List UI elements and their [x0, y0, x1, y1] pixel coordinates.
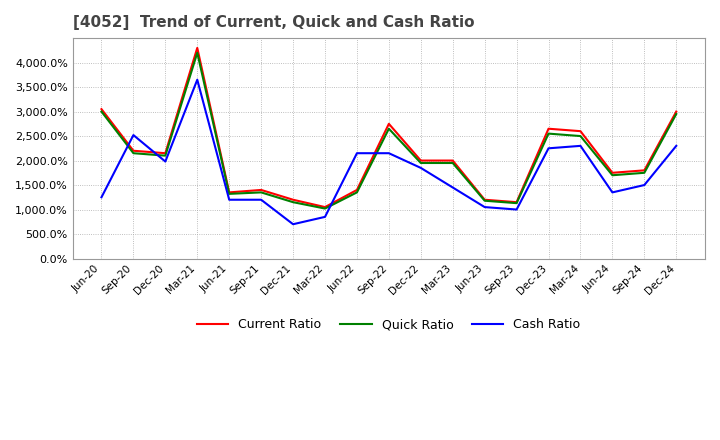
- Cash Ratio: [129, 132, 138, 138]
- Current Ratio: [97, 106, 106, 112]
- Cash Ratio: [225, 197, 233, 202]
- Current Ratio: [129, 148, 138, 154]
- Cash Ratio: [544, 146, 553, 151]
- Cash Ratio: [289, 222, 297, 227]
- Current Ratio: [320, 205, 329, 210]
- Cash Ratio: [672, 143, 680, 148]
- Current Ratio: [576, 128, 585, 134]
- Cash Ratio: [320, 214, 329, 220]
- Cash Ratio: [384, 150, 393, 156]
- Current Ratio: [257, 187, 266, 193]
- Current Ratio: [608, 170, 617, 176]
- Cash Ratio: [512, 207, 521, 212]
- Current Ratio: [225, 190, 233, 195]
- Line: Cash Ratio: Cash Ratio: [102, 80, 676, 224]
- Cash Ratio: [193, 77, 202, 82]
- Cash Ratio: [480, 205, 489, 210]
- Cash Ratio: [576, 143, 585, 148]
- Current Ratio: [672, 109, 680, 114]
- Current Ratio: [416, 158, 425, 163]
- Quick Ratio: [449, 160, 457, 165]
- Cash Ratio: [416, 165, 425, 171]
- Quick Ratio: [544, 131, 553, 136]
- Cash Ratio: [97, 194, 106, 200]
- Current Ratio: [512, 200, 521, 205]
- Quick Ratio: [576, 133, 585, 139]
- Text: [4052]  Trend of Current, Quick and Cash Ratio: [4052] Trend of Current, Quick and Cash …: [73, 15, 474, 30]
- Quick Ratio: [608, 172, 617, 178]
- Quick Ratio: [225, 191, 233, 197]
- Cash Ratio: [257, 197, 266, 202]
- Quick Ratio: [672, 111, 680, 117]
- Legend: Current Ratio, Quick Ratio, Cash Ratio: Current Ratio, Quick Ratio, Cash Ratio: [192, 313, 585, 336]
- Quick Ratio: [161, 153, 170, 158]
- Line: Quick Ratio: Quick Ratio: [102, 53, 676, 209]
- Cash Ratio: [640, 183, 649, 188]
- Quick Ratio: [640, 170, 649, 176]
- Current Ratio: [161, 150, 170, 156]
- Current Ratio: [289, 197, 297, 202]
- Current Ratio: [384, 121, 393, 126]
- Current Ratio: [480, 197, 489, 202]
- Quick Ratio: [384, 126, 393, 132]
- Quick Ratio: [289, 200, 297, 205]
- Quick Ratio: [129, 150, 138, 156]
- Line: Current Ratio: Current Ratio: [102, 48, 676, 207]
- Current Ratio: [640, 168, 649, 173]
- Current Ratio: [449, 158, 457, 163]
- Cash Ratio: [449, 185, 457, 190]
- Quick Ratio: [320, 206, 329, 211]
- Cash Ratio: [161, 159, 170, 164]
- Current Ratio: [353, 187, 361, 193]
- Quick Ratio: [97, 109, 106, 114]
- Quick Ratio: [257, 190, 266, 195]
- Quick Ratio: [353, 190, 361, 195]
- Cash Ratio: [608, 190, 617, 195]
- Quick Ratio: [416, 160, 425, 165]
- Quick Ratio: [512, 201, 521, 206]
- Current Ratio: [193, 45, 202, 51]
- Cash Ratio: [353, 150, 361, 156]
- Current Ratio: [544, 126, 553, 132]
- Quick Ratio: [193, 50, 202, 55]
- Quick Ratio: [480, 198, 489, 203]
